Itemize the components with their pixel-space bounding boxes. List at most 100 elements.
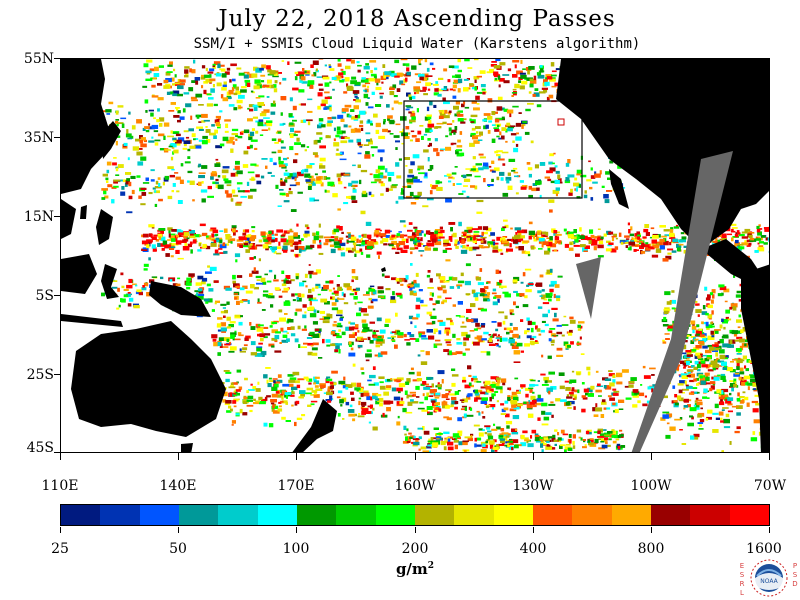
cloud-cell [456,436,461,440]
cloud-cell [123,294,129,298]
cloud-cell [424,172,428,177]
cloud-cell [230,148,234,153]
cloud-cell [353,99,356,101]
cloud-cell [476,238,483,241]
cloud-cell [177,230,184,234]
cloud-cell [286,157,289,159]
cloud-cell [115,174,120,176]
cloud-cell [579,325,583,329]
cloud-cell [666,413,672,418]
cloud-cell [704,357,710,362]
cloud-cell [709,381,716,385]
cloud-cell [361,372,365,375]
cloud-cell [167,166,174,170]
cloud-cell [370,138,373,142]
cloud-cell [491,178,494,182]
cloud-cell [399,131,403,133]
cloud-cell [333,142,340,147]
cloud-cell [720,417,723,421]
cloud-cell [736,405,743,409]
cloud-cell [454,166,458,168]
cloud-cell [289,377,297,381]
cloud-cell [226,301,230,305]
cloud-cell [140,137,146,141]
cloud-cell [590,167,593,171]
cloud-cell [736,365,740,371]
cloud-cell [415,385,420,390]
cloud-cell [339,242,346,247]
cloud-cell [552,189,560,194]
cloud-cell [244,79,251,83]
cloud-cell [474,391,480,396]
cloud-cell [210,172,218,177]
cloud-cell [262,244,269,249]
cloud-cell [456,284,463,287]
cloud-cell [302,68,305,71]
cloud-cell [697,314,700,317]
cloud-cell [624,235,630,238]
cloud-cell [291,404,294,407]
logo-center-text: NOAA [760,578,778,585]
cloud-cell [514,444,519,449]
cloud-cell [384,323,389,327]
cloud-cell [545,231,549,236]
cloud-cell [331,76,337,80]
cloud-cell [261,353,265,357]
cloud-cell [438,287,443,291]
cloud-cell [189,230,195,234]
cloud-cell [308,297,313,301]
cloud-cell [228,386,236,389]
cloud-cell [489,384,496,388]
cloud-cell [358,397,362,400]
cloud-cell [554,284,560,288]
cloud-cell [487,116,493,120]
cloud-cell [294,153,299,156]
cloud-cell [690,435,695,440]
cloud-cell [525,108,531,112]
cloud-cell [507,185,513,190]
cloud-cell [693,378,697,382]
cloud-cell [133,305,140,309]
cloud-cell [439,276,446,281]
cloud-cell [348,125,352,128]
cloud-cell [407,332,412,335]
cloud-cell [601,444,608,449]
cloud-cell [240,89,247,93]
cloud-cell [340,252,346,257]
cloud-cell [439,236,445,239]
cloud-cell [348,114,352,118]
cloud-cell [423,176,428,179]
cloud-cell [195,93,203,98]
cloud-cell [437,181,443,184]
cloud-cell [215,158,219,161]
cloud-cell [265,165,268,169]
cloud-cell [726,368,733,371]
cloud-cell [546,444,551,447]
cloud-cell [659,225,666,228]
cloud-cell [330,236,335,239]
cloud-cell [258,258,261,262]
cloud-cell [235,202,242,206]
cloud-cell [351,279,354,283]
cloud-cell [482,166,489,170]
cloud-cell [284,278,287,281]
cloud-cell [612,402,616,406]
cloud-cell [246,181,250,186]
cloud-cell [439,278,446,283]
cloud-cell [649,236,654,239]
cloud-cell [298,103,301,106]
cloud-cell [492,246,499,250]
cloud-cell [284,179,288,183]
cloud-cell [173,68,176,72]
cloud-cell [454,406,458,410]
cloud-cell [308,175,312,178]
cloud-cell [609,160,614,164]
cloud-cell [402,63,406,66]
cloud-cell [539,91,546,94]
cloud-cell [490,376,498,380]
noaa-esrl-psd-logo[interactable]: E S R L NOAA P S D [738,556,800,600]
cloud-cell [325,135,331,139]
cloud-cell [324,91,330,94]
cloud-cell [585,392,590,396]
cloud-cell [415,440,419,444]
